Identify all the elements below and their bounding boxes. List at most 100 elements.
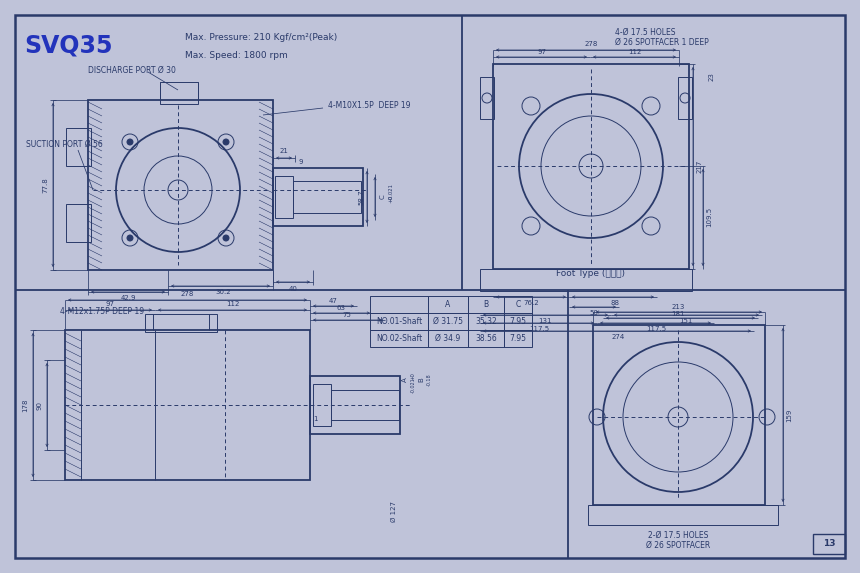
Bar xyxy=(493,64,689,269)
Bar xyxy=(428,313,468,330)
Circle shape xyxy=(223,235,229,241)
Bar xyxy=(468,296,504,313)
Bar xyxy=(480,269,692,291)
Text: 30.2: 30.2 xyxy=(215,289,230,295)
Circle shape xyxy=(223,139,229,145)
Text: Max. Pressure: 210 Kgf/cm²(Peak): Max. Pressure: 210 Kgf/cm²(Peak) xyxy=(185,33,337,42)
Text: 4-M12x1.75P DEEP 19: 4-M12x1.75P DEEP 19 xyxy=(60,308,144,316)
Text: A: A xyxy=(445,300,451,309)
Text: DISCHARGE PORT Ø 30: DISCHARGE PORT Ø 30 xyxy=(88,65,176,74)
Text: 38.56: 38.56 xyxy=(475,334,497,343)
Text: 213: 213 xyxy=(672,304,685,310)
Text: 58.7: 58.7 xyxy=(358,189,364,205)
Text: NO.02-Shaft: NO.02-Shaft xyxy=(376,334,422,343)
Text: 112: 112 xyxy=(226,301,240,307)
Text: 2-Ø 17.5 HOLES: 2-Ø 17.5 HOLES xyxy=(648,531,708,540)
Text: 40: 40 xyxy=(289,286,298,292)
Text: -0.18: -0.18 xyxy=(427,374,432,386)
Bar xyxy=(275,176,293,218)
Bar xyxy=(468,330,504,347)
Text: Ø 127: Ø 127 xyxy=(391,501,397,523)
Bar xyxy=(370,313,428,330)
Bar xyxy=(593,325,765,505)
Bar xyxy=(588,505,778,525)
Text: 4-Ø 17.5 HOLES: 4-Ø 17.5 HOLES xyxy=(615,28,675,37)
Text: 112: 112 xyxy=(629,49,642,55)
Text: +0: +0 xyxy=(410,372,415,380)
Text: B: B xyxy=(418,378,424,382)
Text: Foot Type (脚座型): Foot Type (脚座型) xyxy=(556,269,625,277)
Text: 23: 23 xyxy=(709,73,715,81)
Text: Max. Speed: 1800 rpm: Max. Speed: 1800 rpm xyxy=(185,50,288,60)
Bar xyxy=(468,313,504,330)
Text: 88: 88 xyxy=(611,300,619,306)
Text: A: A xyxy=(402,378,408,382)
Text: 117.5: 117.5 xyxy=(646,326,666,332)
Text: 217: 217 xyxy=(697,159,703,172)
Text: 76.2: 76.2 xyxy=(523,300,539,306)
Text: 47: 47 xyxy=(329,298,337,304)
Text: C: C xyxy=(380,195,386,199)
Text: 9: 9 xyxy=(298,159,304,165)
Text: 50: 50 xyxy=(590,310,599,316)
Circle shape xyxy=(127,139,133,145)
Text: Ø 26 SPOTFACER 1 DEEP: Ø 26 SPOTFACER 1 DEEP xyxy=(615,37,709,46)
Text: 21: 21 xyxy=(280,148,288,154)
Text: 90: 90 xyxy=(36,401,42,410)
Bar xyxy=(504,296,532,313)
Text: SUCTION PORT Ø 56: SUCTION PORT Ø 56 xyxy=(26,139,102,148)
Text: 278: 278 xyxy=(584,41,598,47)
Text: 151: 151 xyxy=(679,318,692,324)
Bar xyxy=(504,313,532,330)
Text: 109.5: 109.5 xyxy=(706,207,712,227)
Bar xyxy=(66,204,91,242)
Text: 42.9: 42.9 xyxy=(120,295,136,301)
Text: NO.01-Shaft: NO.01-Shaft xyxy=(376,317,422,326)
Text: 97: 97 xyxy=(538,49,546,55)
Text: 7.95: 7.95 xyxy=(509,317,526,326)
Text: 97: 97 xyxy=(106,301,114,307)
Text: 13: 13 xyxy=(823,540,835,548)
Bar xyxy=(504,330,532,347)
Bar xyxy=(370,296,428,313)
Text: -0.021: -0.021 xyxy=(389,182,394,199)
Bar xyxy=(310,376,400,434)
Bar xyxy=(813,534,845,554)
Text: 75: 75 xyxy=(342,312,352,318)
Bar xyxy=(370,330,428,347)
Text: B: B xyxy=(483,300,488,309)
Bar xyxy=(313,384,331,426)
Text: 278: 278 xyxy=(181,291,194,297)
Text: C: C xyxy=(515,300,520,309)
Text: 117.5: 117.5 xyxy=(529,326,549,332)
Bar xyxy=(331,390,399,420)
Text: 178: 178 xyxy=(22,398,28,412)
Bar xyxy=(678,77,692,119)
Text: 4-M10X1.5P  DEEP 19: 4-M10X1.5P DEEP 19 xyxy=(328,100,410,109)
Bar xyxy=(66,128,91,166)
Bar xyxy=(65,330,310,480)
Bar xyxy=(88,100,273,270)
Bar xyxy=(428,330,468,347)
Bar xyxy=(480,77,494,119)
Text: 159: 159 xyxy=(786,409,792,422)
Text: 131: 131 xyxy=(538,318,552,324)
Bar xyxy=(160,82,198,104)
Text: +0: +0 xyxy=(389,195,394,203)
Bar xyxy=(273,168,363,226)
Text: 1: 1 xyxy=(313,416,317,422)
Text: 35.32: 35.32 xyxy=(475,317,497,326)
Text: 7.95: 7.95 xyxy=(509,334,526,343)
Circle shape xyxy=(127,235,133,241)
Bar xyxy=(293,181,361,213)
Bar xyxy=(145,314,217,332)
Text: 63: 63 xyxy=(336,305,346,311)
Text: Ø 31.75: Ø 31.75 xyxy=(433,317,463,326)
Text: Ø 26 SPOTFACER: Ø 26 SPOTFACER xyxy=(646,540,710,550)
Text: 274: 274 xyxy=(611,334,624,340)
Text: 181: 181 xyxy=(672,311,685,317)
Text: 77.8: 77.8 xyxy=(42,177,48,193)
Text: -0.021: -0.021 xyxy=(410,377,415,393)
Text: Ø 34.9: Ø 34.9 xyxy=(435,334,461,343)
Bar xyxy=(428,296,468,313)
